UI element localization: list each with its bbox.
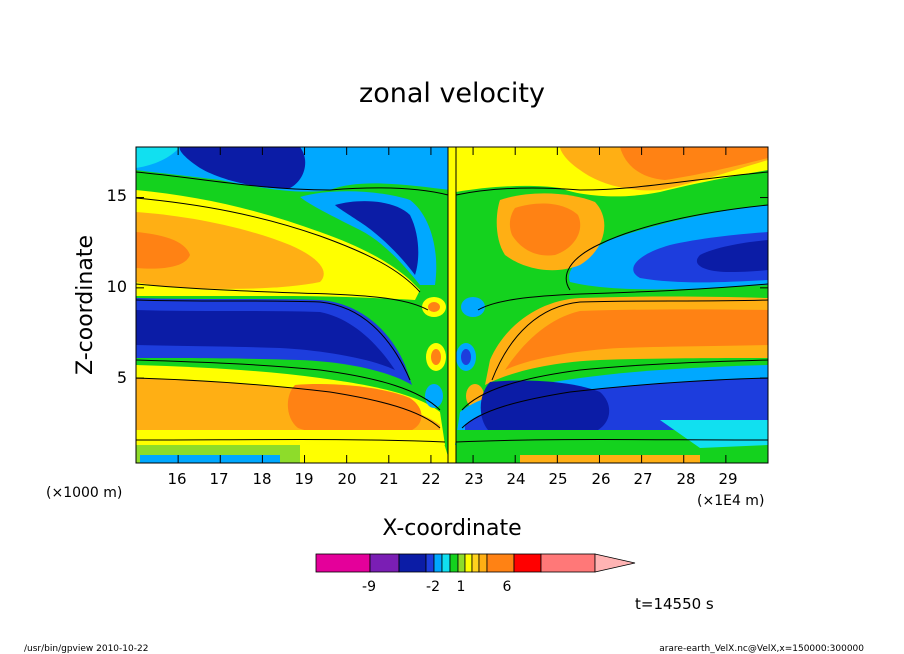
colorbar-segment — [449, 553, 459, 573]
colorbar-label: -2 — [426, 579, 440, 595]
x-tick-label: 26 — [591, 470, 610, 488]
colorbar-segment — [315, 553, 371, 573]
x-axis-label: X-coordinate — [382, 516, 521, 541]
colorbar-segment — [471, 553, 480, 573]
colorbar-segment — [369, 553, 400, 573]
colorbar-tick-labels: -9 -2 1 6 — [362, 579, 512, 595]
colorbar-segment — [425, 553, 435, 573]
colorbar-segment — [513, 553, 542, 573]
colorbar-segment — [478, 553, 488, 573]
x-tick-marks — [177, 147, 727, 463]
colorbar-segment — [457, 553, 466, 573]
colorbar-segment — [540, 553, 596, 573]
colorbar-label: -9 — [362, 579, 376, 595]
x-tick-label: 27 — [633, 470, 652, 488]
time-label: t=14550 s — [635, 595, 714, 613]
x-unit-right: (×1E4 m) — [697, 493, 764, 509]
contour-fields — [136, 147, 768, 463]
x-tick-labels: 16 17 18 19 20 21 22 23 24 25 26 27 28 2… — [167, 470, 737, 488]
x-tick-label: 18 — [252, 470, 271, 488]
x-tick-label: 29 — [718, 470, 737, 488]
x-tick-label: 24 — [506, 470, 525, 488]
chart-title: zonal velocity — [359, 78, 545, 109]
footer-left: /usr/bin/gpview 2010-10-22 — [24, 644, 148, 654]
x-tick-label: 23 — [464, 470, 483, 488]
y-tick-label: 10 — [107, 277, 127, 296]
colorbar-segment — [398, 553, 427, 573]
x-tick-label: 21 — [379, 470, 398, 488]
y-tick-label: 5 — [117, 368, 127, 387]
x-unit-left: (×1000 m) — [46, 485, 122, 501]
colorbar-segment — [433, 553, 443, 573]
contour-plot — [135, 146, 769, 464]
colorbar-segment — [486, 553, 515, 573]
colorbar-label: 1 — [457, 579, 466, 595]
y-axis-label: Z-coordinate — [73, 235, 98, 375]
colorbar-extend-arrow — [594, 553, 636, 573]
colorbar-segment — [464, 553, 473, 573]
x-tick-label: 28 — [676, 470, 695, 488]
colorbar — [315, 553, 636, 573]
x-tick-label: 16 — [167, 470, 186, 488]
x-tick-label: 19 — [294, 470, 313, 488]
x-tick-label: 22 — [421, 470, 440, 488]
x-tick-label: 20 — [337, 470, 356, 488]
colorbar-label: 6 — [503, 579, 512, 595]
y-tick-labels: 5 10 15 — [107, 186, 127, 387]
footer-right: arare-earth_VelX.nc@VelX,x=150000:300000 — [659, 644, 864, 654]
colorbar-segment — [441, 553, 451, 573]
y-tick-marks — [136, 197, 768, 379]
x-tick-label: 17 — [209, 470, 228, 488]
plot-frame — [135, 146, 769, 464]
x-tick-label: 25 — [548, 470, 567, 488]
y-tick-label: 15 — [107, 186, 127, 205]
